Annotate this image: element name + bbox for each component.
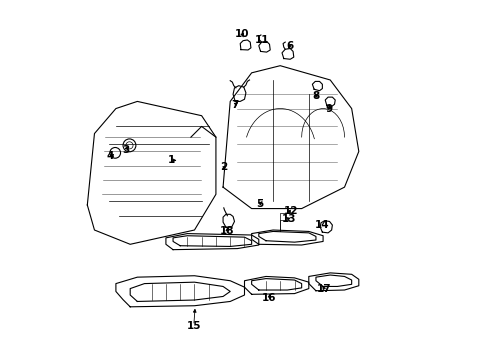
Text: 2: 2 — [220, 162, 227, 172]
Text: 6: 6 — [285, 41, 292, 51]
Text: 4: 4 — [106, 152, 114, 161]
Text: 17: 17 — [317, 284, 331, 294]
Text: 8: 8 — [312, 91, 319, 102]
Text: 12: 12 — [283, 206, 298, 216]
Text: 1: 1 — [168, 156, 175, 165]
Text: 7: 7 — [230, 100, 238, 110]
Text: 14: 14 — [314, 220, 329, 230]
Text: 18: 18 — [220, 226, 234, 236]
Text: 9: 9 — [325, 104, 332, 113]
Text: 11: 11 — [254, 35, 268, 45]
Text: 13: 13 — [281, 214, 296, 224]
Text: 16: 16 — [262, 293, 276, 303]
Text: 3: 3 — [122, 145, 129, 155]
Text: 10: 10 — [235, 29, 249, 39]
Text: 5: 5 — [256, 199, 263, 208]
Text: 15: 15 — [186, 321, 201, 331]
